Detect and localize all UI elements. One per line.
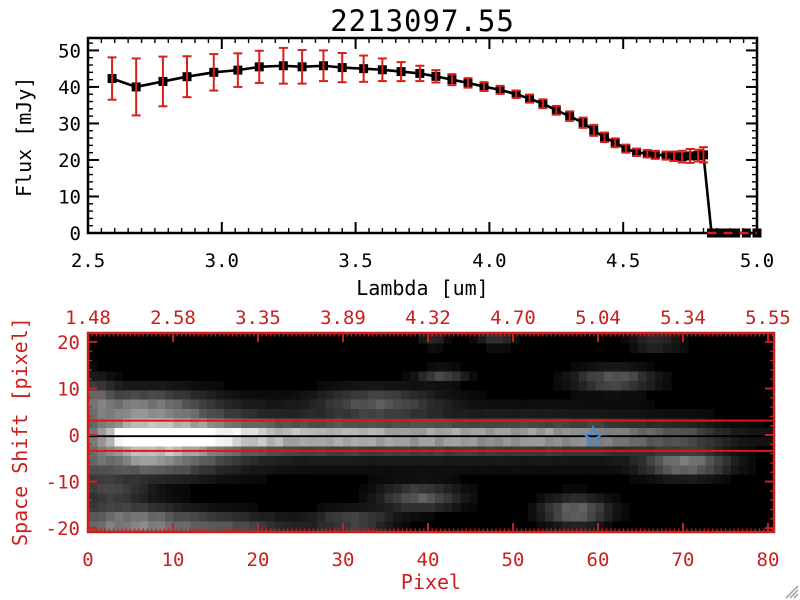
svg-text:-20: -20 bbox=[46, 518, 80, 540]
svg-text:5.04: 5.04 bbox=[575, 307, 621, 329]
svg-text:3.0: 3.0 bbox=[205, 250, 239, 272]
plot-title: 2213097.55 bbox=[330, 4, 515, 38]
svg-text:4.0: 4.0 bbox=[472, 250, 506, 272]
svg-text:80: 80 bbox=[757, 549, 780, 571]
svg-text:30: 30 bbox=[58, 113, 81, 135]
svg-text:0: 0 bbox=[82, 549, 93, 571]
svg-text:20: 20 bbox=[247, 549, 270, 571]
svg-text:10: 10 bbox=[162, 549, 185, 571]
svg-text:40: 40 bbox=[58, 77, 81, 99]
svg-text:50: 50 bbox=[502, 549, 525, 571]
lambda-top-axis-labels: 1.48 2.58 3.35 3.89 4.32 4.70 5.04 5.34 5.55 bbox=[65, 307, 791, 329]
svg-text:2.58: 2.58 bbox=[150, 307, 196, 329]
svg-text:5.55: 5.55 bbox=[745, 307, 791, 329]
spectrum-x-tick-labels: 2.5 3.0 3.5 4.0 4.5 5.0 bbox=[71, 250, 774, 272]
svg-text:4.5: 4.5 bbox=[606, 250, 640, 272]
svg-text:2.5: 2.5 bbox=[71, 250, 105, 272]
image-x-axis-label: Pixel bbox=[400, 570, 462, 594]
spectrum-series bbox=[107, 61, 762, 238]
svg-text:0: 0 bbox=[70, 223, 81, 245]
spectral-image-canvas bbox=[89, 334, 773, 531]
svg-text:60: 60 bbox=[587, 549, 610, 571]
svg-text:70: 70 bbox=[672, 549, 695, 571]
svg-text:20: 20 bbox=[58, 150, 81, 172]
svg-text:3.35: 3.35 bbox=[235, 307, 281, 329]
spectrum-x-axis-label: Lambda [um] bbox=[356, 276, 489, 300]
svg-text:50: 50 bbox=[58, 40, 81, 62]
aperture-lines bbox=[88, 419, 774, 452]
svg-text:10: 10 bbox=[57, 378, 80, 400]
svg-text:-10: -10 bbox=[46, 472, 80, 494]
svg-text:1.48: 1.48 bbox=[65, 307, 111, 329]
svg-text:5.34: 5.34 bbox=[660, 307, 706, 329]
spectrum-axes bbox=[86, 36, 759, 235]
spectrum-error-bars bbox=[107, 46, 757, 235]
svg-text:40: 40 bbox=[417, 549, 440, 571]
svg-text:20: 20 bbox=[57, 332, 80, 354]
svg-text:0: 0 bbox=[69, 425, 80, 447]
spectrum-y-tick-labels: 0 10 20 30 40 50 bbox=[58, 40, 81, 245]
star-marker bbox=[581, 424, 605, 448]
svg-text:4.70: 4.70 bbox=[490, 307, 536, 329]
svg-text:5.0: 5.0 bbox=[740, 250, 774, 272]
svg-text:10: 10 bbox=[58, 186, 81, 208]
image-x-tick-labels: 0 10 20 30 40 50 60 70 80 bbox=[82, 549, 779, 571]
svg-text:30: 30 bbox=[332, 549, 355, 571]
svg-text:3.89: 3.89 bbox=[320, 307, 366, 329]
svg-text:4.32: 4.32 bbox=[405, 307, 451, 329]
resize-grip-icon[interactable] bbox=[785, 585, 799, 599]
image-y-tick-labels: -20 -10 0 10 20 bbox=[46, 332, 80, 540]
svg-text:3.5: 3.5 bbox=[338, 250, 372, 272]
image-frame bbox=[86, 331, 776, 534]
